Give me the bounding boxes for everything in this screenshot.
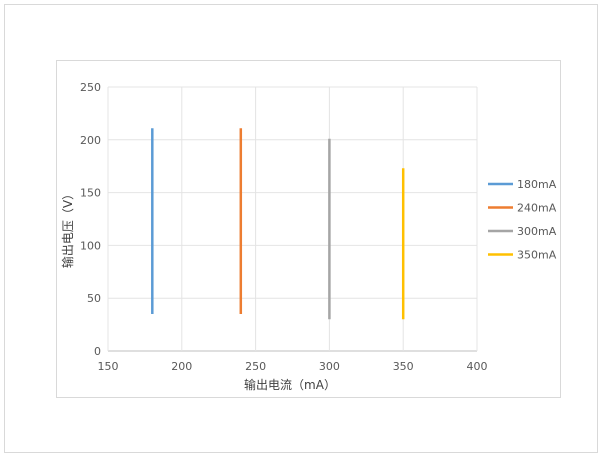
x-axis-label: 输出电流（mA） [244,377,336,392]
legend-label: 180mA [517,178,557,191]
y-tick-labels: 0 50 100 150 200 250 [80,81,101,358]
x-tick-labels: 150 200 250 300 350 400 [98,360,488,373]
y-tick-label: 200 [80,134,101,147]
legend: 180mA 240mA 300mA 350mA [488,178,557,262]
gridlines [107,86,478,352]
x-tick-label: 150 [98,360,119,373]
series-lines [151,128,405,320]
x-tick-label: 250 [245,360,266,373]
x-tick-label: 300 [319,360,340,373]
legend-label: 240mA [517,202,557,215]
y-tick-label: 0 [94,345,101,358]
legend-label: 300mA [517,225,557,238]
y-tick-label: 50 [87,292,101,305]
y-axis-label: 输出电压（V） [60,188,75,268]
legend-label: 350mA [517,249,557,262]
y-tick-label: 150 [80,187,101,200]
x-tick-label: 350 [393,360,414,373]
x-tick-label: 200 [171,360,192,373]
y-tick-label: 250 [80,81,101,94]
x-tick-label: 400 [467,360,488,373]
y-tick-label: 100 [80,239,101,252]
